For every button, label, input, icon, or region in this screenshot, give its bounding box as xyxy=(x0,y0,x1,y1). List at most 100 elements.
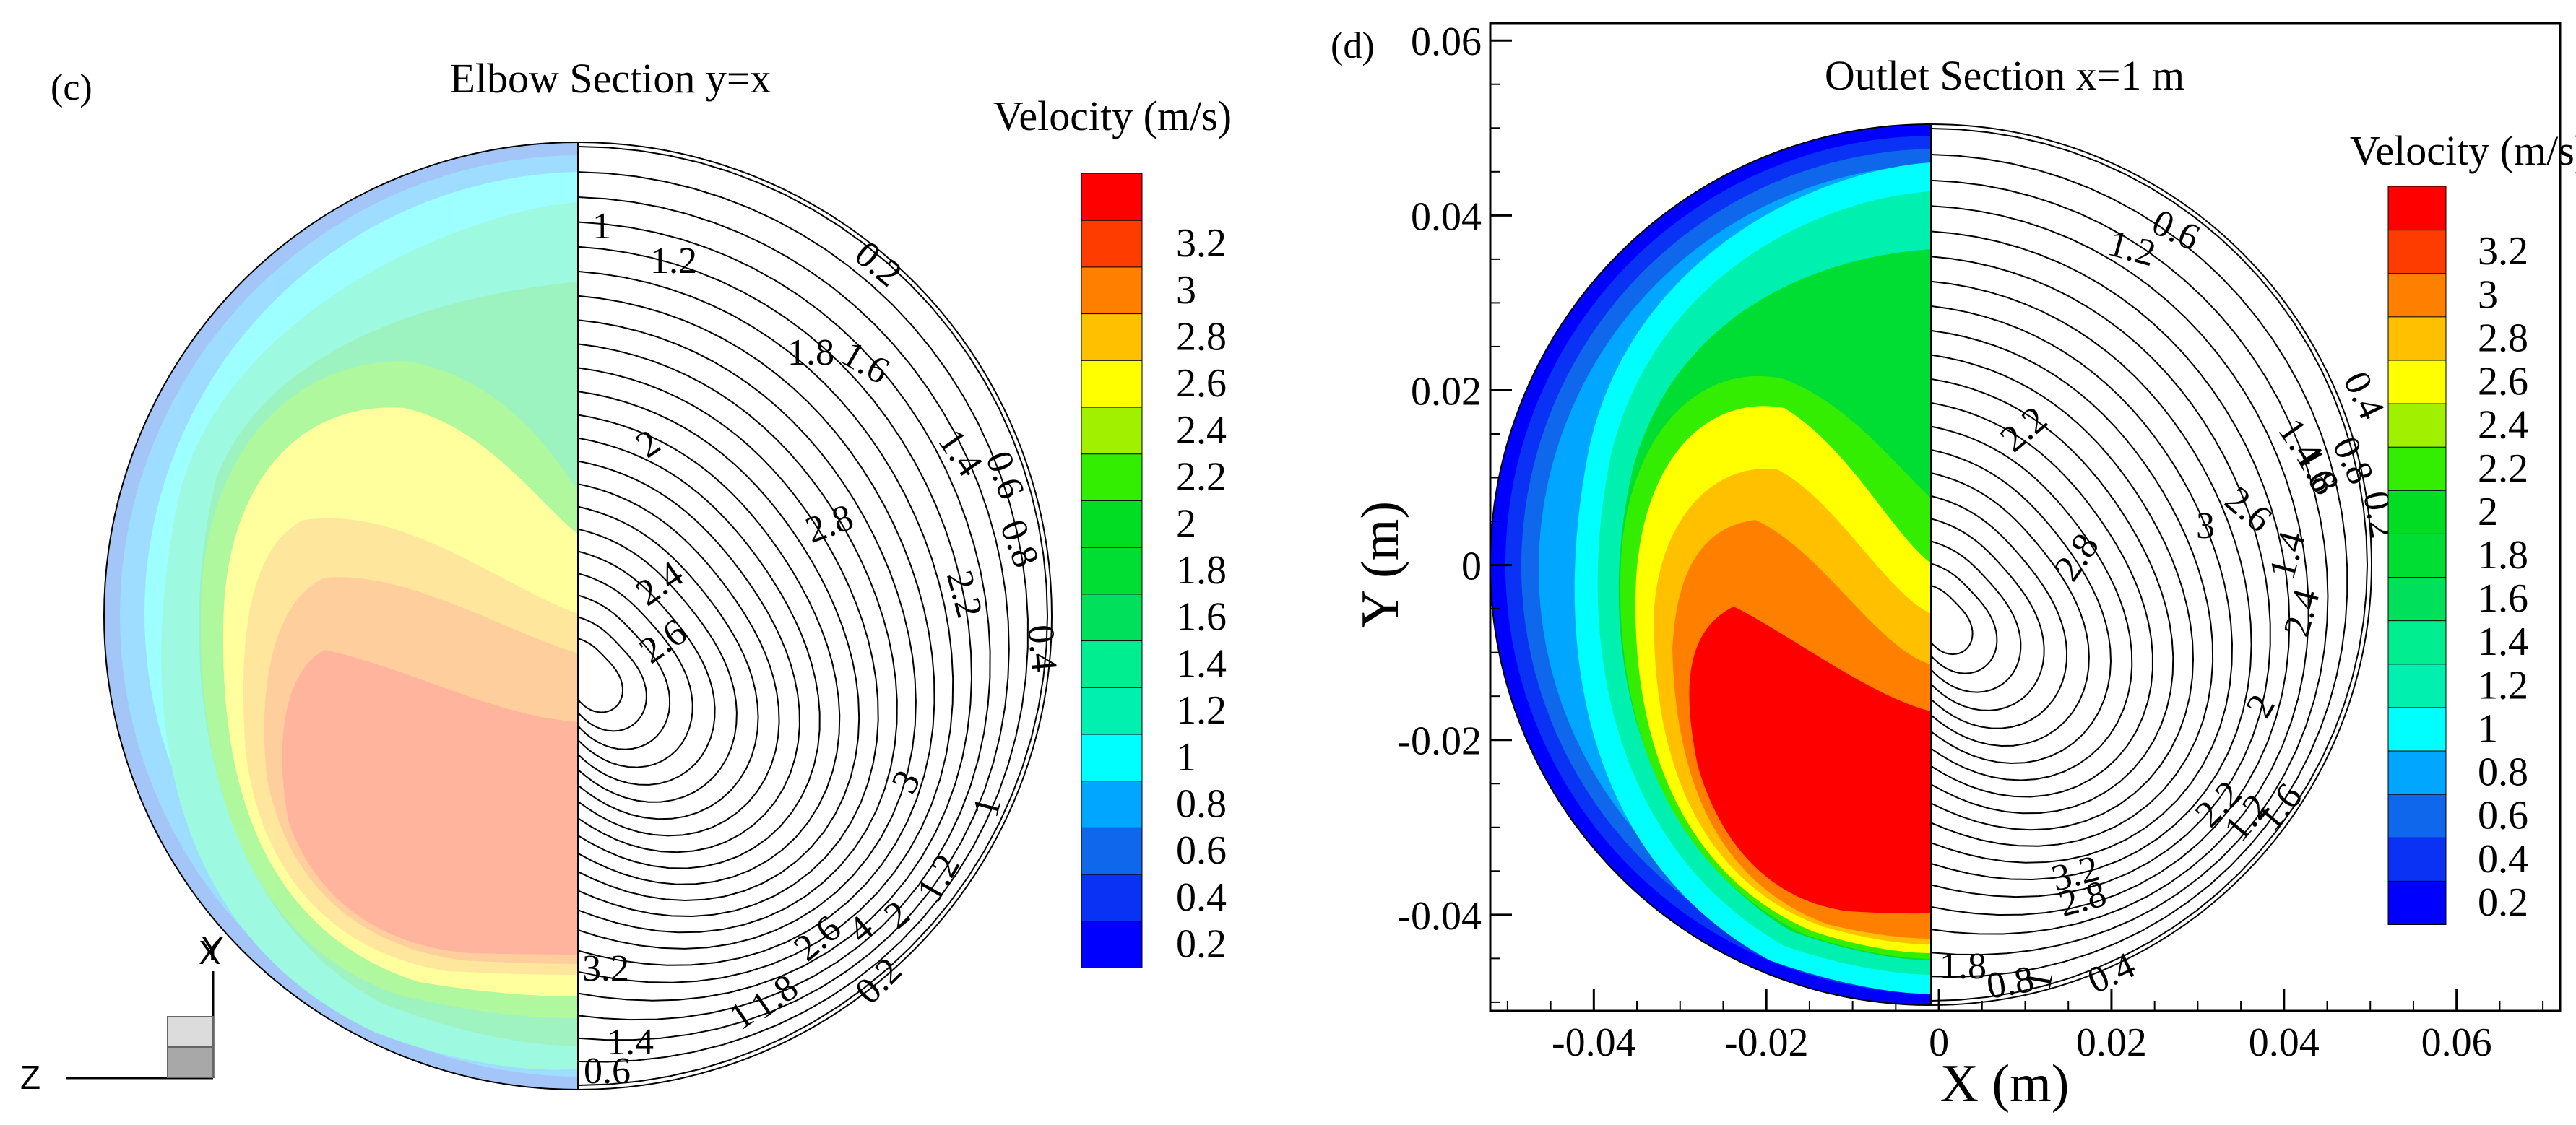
panel-c-contour-fill xyxy=(104,142,1052,1090)
colorbar-d-tick-label: 1.8 xyxy=(2478,533,2528,578)
colorbar-d-swatch xyxy=(2387,533,2447,578)
x-tick-label: -0.02 xyxy=(1724,1020,1809,1065)
panel-c-colorbar: 0.20.40.60.811.21.41.61.822.22.42.62.833… xyxy=(1081,173,1227,968)
colorbar-d-tick-label: 1 xyxy=(2478,706,2498,751)
contour-line xyxy=(1930,495,2068,729)
colorbar-c-tick-label: 2.4 xyxy=(1176,408,1227,453)
contour-line xyxy=(1930,329,2214,847)
x-tick-label: 0.06 xyxy=(2421,1020,2492,1065)
colorbar-c-tick-label: 1.2 xyxy=(1176,688,1227,733)
c-contour-label: 1 xyxy=(592,206,611,247)
c-contour-label: 0.4 xyxy=(1019,623,1064,674)
colorbar-c-tick-label: 0.6 xyxy=(1176,828,1227,873)
panel-label-c: (c) xyxy=(51,67,92,108)
y-tick-label: -0.04 xyxy=(1397,894,1482,939)
contour-band xyxy=(1689,607,1931,914)
colorbar-c-swatch xyxy=(1081,407,1143,455)
colorbar-c-swatch xyxy=(1081,780,1143,828)
colorbar-d-tick-label: 1.2 xyxy=(2478,663,2528,708)
colorbar-c-tick-label: 3 xyxy=(1176,268,1196,313)
contour-line xyxy=(577,414,841,885)
colorbar-c-tick-label: 0.2 xyxy=(1176,922,1227,967)
panel-c-axis-triad: Z X Y xyxy=(20,930,224,1096)
x-tick-label: 0.02 xyxy=(2076,1020,2147,1065)
panel-d-xlabel: X (m) xyxy=(1940,1054,2070,1113)
x-tick-label: 0 xyxy=(1929,1020,1949,1065)
colorbar-c-swatch xyxy=(1081,640,1143,688)
panel-d-outlet-section: (d) Outlet Section x=1 m 0.6 1.2 0.4 1.4… xyxy=(1331,19,2576,1113)
contour-line xyxy=(577,573,693,768)
contour-line xyxy=(577,505,759,820)
colorbar-c-tick-label: 0.8 xyxy=(1176,782,1227,827)
y-tick-label: 0.02 xyxy=(1411,369,1482,414)
contour-line xyxy=(1930,154,2348,978)
colorbar-d-tick-label: 1.6 xyxy=(2478,576,2528,621)
colorbar-c-swatch xyxy=(1081,827,1143,875)
contour-line xyxy=(1930,128,2369,1002)
colorbar-c-swatch xyxy=(1081,360,1143,408)
colorbar-c-swatch xyxy=(1081,733,1143,782)
colorbar-d-tick-label: 2.8 xyxy=(2478,316,2528,360)
contour-band xyxy=(243,518,578,975)
colorbar-c-tick-label: 2.8 xyxy=(1176,314,1227,359)
contour-line xyxy=(577,483,780,837)
contour-line xyxy=(1930,448,2112,765)
colorbar-c-swatch xyxy=(1081,687,1143,735)
d-contour-label: 0.8 xyxy=(1984,959,2037,1007)
colorbar-d-tick-label: 0.4 xyxy=(2478,837,2528,882)
c-contour-label: 1.8 xyxy=(787,332,834,373)
colorbar-c-tick-label: 1.8 xyxy=(1176,548,1227,593)
colorbar-d-swatch xyxy=(2387,316,2447,361)
contour-line xyxy=(1930,584,1974,656)
triad-cube-top xyxy=(167,1016,214,1048)
contour-line xyxy=(577,638,624,713)
colorbar-c-tick-label: 2 xyxy=(1176,501,1196,546)
contour-line xyxy=(577,550,716,786)
colorbar-d-swatch xyxy=(2387,359,2447,404)
contour-line xyxy=(1930,280,2252,881)
contour-band xyxy=(282,650,578,955)
contour-line xyxy=(1930,425,2133,781)
colorbar-d-swatch xyxy=(2387,576,2447,622)
colorbar-c-swatch xyxy=(1081,313,1143,361)
c-contour-label: 1.4 xyxy=(607,1022,654,1063)
panel-c-colorbar-title: Velocity (m/s) xyxy=(993,92,1232,139)
panel-d-title: Outlet Section x=1 m xyxy=(1825,52,2184,99)
contour-line xyxy=(577,270,954,983)
c-contour-label: 0.6 xyxy=(584,1051,631,1092)
colorbar-c-tick-label: 2.2 xyxy=(1176,455,1227,500)
c-contour-label: 1.2 xyxy=(650,240,697,282)
colorbar-d-tick-label: 0.6 xyxy=(2478,794,2528,838)
colorbar-c-swatch xyxy=(1081,593,1143,642)
contour-line xyxy=(577,437,821,869)
x-tick-label: 0.04 xyxy=(2249,1020,2320,1065)
contour-line xyxy=(577,528,738,803)
contour-line xyxy=(1930,518,2045,711)
colorbar-d-tick-label: 2.2 xyxy=(2478,446,2528,491)
contour-line xyxy=(577,343,898,934)
contour-band xyxy=(200,361,578,1018)
y-tick-label: 0.06 xyxy=(1411,19,1482,64)
contour-band xyxy=(222,407,578,996)
colorbar-c-swatch xyxy=(1081,173,1143,221)
panel-d-colorbar-title: Velocity (m/s) xyxy=(2350,127,2576,174)
colorbar-d-swatch xyxy=(2387,446,2447,491)
triad-label-x: X xyxy=(199,934,221,971)
colorbar-c-tick-label: 3.2 xyxy=(1176,221,1227,266)
colorbar-d-swatch xyxy=(2387,880,2447,925)
colorbar-d-swatch xyxy=(2387,750,2447,795)
contour-band xyxy=(264,577,578,964)
colorbar-d-swatch xyxy=(2387,837,2447,882)
colorbar-c-swatch xyxy=(1081,920,1143,968)
x-tick-label: -0.04 xyxy=(1552,1020,1636,1065)
contour-line xyxy=(1930,378,2174,815)
colorbar-d-swatch xyxy=(2387,229,2447,274)
colorbar-d-tick-label: 2.6 xyxy=(2478,360,2528,404)
colorbar-c-tick-label: 1.6 xyxy=(1176,595,1227,640)
y-tick-label: 0.04 xyxy=(1411,194,1482,239)
panel-d-colorbar: 0.20.40.60.811.21.41.61.822.22.42.62.833… xyxy=(2387,186,2528,925)
contour-line xyxy=(577,221,991,1021)
y-tick-label: -0.02 xyxy=(1397,719,1482,764)
panel-c-contour-lines xyxy=(577,146,1049,1086)
